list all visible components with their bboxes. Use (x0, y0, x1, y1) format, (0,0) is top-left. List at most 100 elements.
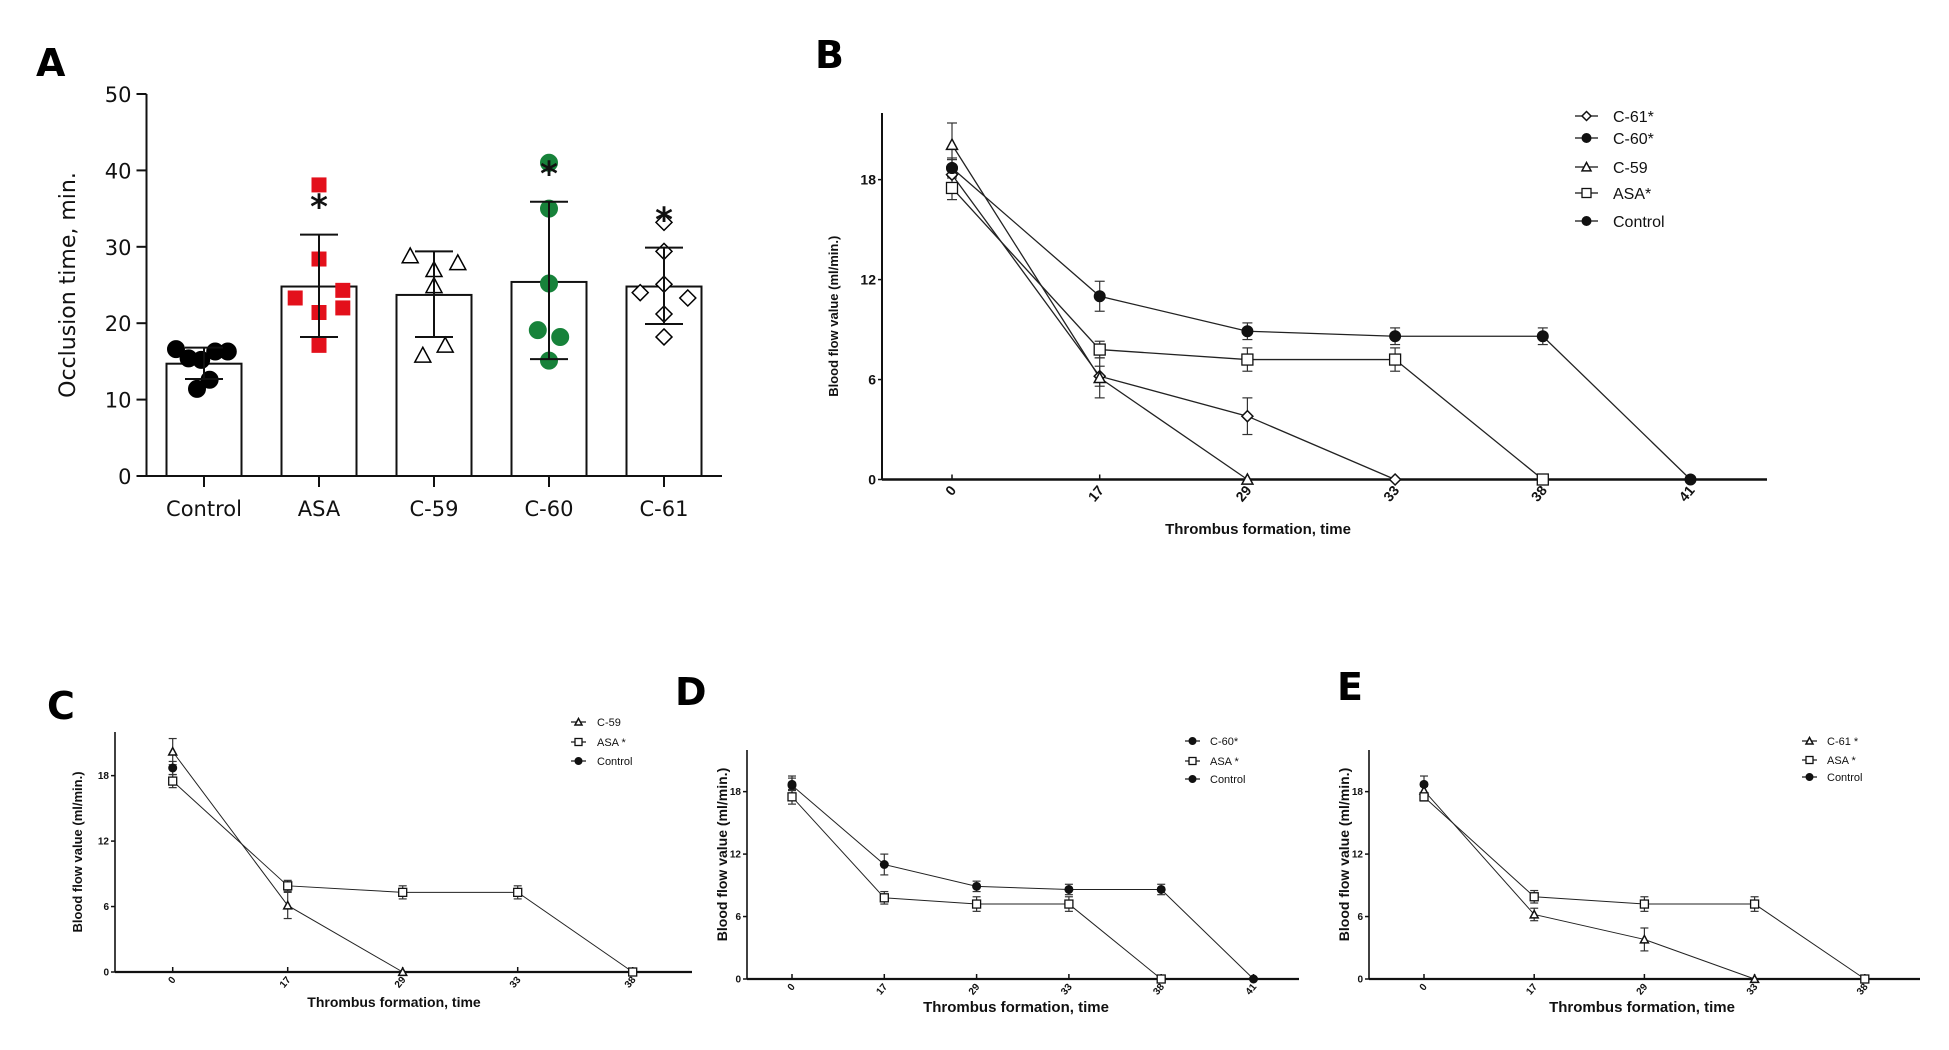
x-axis-title: Thrombus formation, time (923, 999, 1109, 1016)
series-asa (168, 773, 633, 973)
legend-item: C-60* (1575, 131, 1654, 148)
y-tick-label: 18 (1352, 787, 1364, 798)
series-line (1423, 796, 1866, 980)
y-tick-label: 6 (103, 902, 109, 913)
y-axis-title: Blood flow value (ml/min.) (70, 771, 85, 932)
legend-marker-icon (573, 716, 584, 726)
data-point (1093, 290, 1106, 303)
legend-marker-icon (1581, 187, 1592, 199)
legend-marker-icon (1581, 133, 1592, 143)
data-point (1064, 899, 1074, 909)
legend-item: ASA * (1802, 755, 1856, 767)
series-c61 (1420, 785, 1755, 980)
legend-label: C-61 * (1827, 736, 1859, 748)
data-point (879, 860, 889, 869)
data-point (1249, 974, 1258, 984)
x-axis-title: Thrombus formation, time (1549, 999, 1735, 1016)
x-tick-label: 17 (1085, 482, 1107, 504)
x-tick-label: 33 (1745, 982, 1761, 998)
data-point (1093, 343, 1106, 356)
series-line (1423, 790, 1755, 980)
data-point (1092, 370, 1107, 384)
x-tick-label: 38 (1855, 982, 1871, 998)
data-point (654, 327, 674, 347)
x-tick-label: 33 (508, 975, 524, 991)
panel-d-line-chart: 0 6 12 18 0 17 29 33 38 41 Thrombus formation, tim… (714, 736, 1299, 1016)
data-point (413, 345, 433, 363)
data-point (400, 246, 420, 264)
legend-label: Control (1827, 772, 1862, 784)
data-point (335, 282, 351, 298)
legend-item: C-60* (1185, 736, 1239, 748)
y-tick-label: 6 (1357, 912, 1363, 923)
data-point (1241, 325, 1254, 338)
legend-item: C-61* (1575, 109, 1654, 126)
y-tick-label: 0 (118, 465, 131, 489)
data-point (1156, 974, 1166, 984)
data-point (945, 137, 959, 151)
legend-marker-icon (1188, 775, 1197, 783)
series-c61 (951, 174, 1396, 481)
data-point (654, 213, 674, 232)
data-point (1388, 353, 1402, 366)
data-point (1536, 330, 1549, 343)
data-point (1156, 884, 1166, 894)
panel-e-line-chart: 0 6 12 18 0 17 29 33 38 Thrombus formation, time B… (1336, 735, 1920, 1016)
legend-label: C-60* (1210, 736, 1239, 748)
legend-marker-icon (1188, 756, 1197, 766)
legend-item: Control (571, 756, 632, 768)
x-tick-label: 33 (1380, 482, 1402, 504)
x-tick-label: 17 (278, 975, 294, 991)
data-point (435, 335, 455, 353)
panel-letter-e: E (1337, 665, 1363, 709)
data-point (167, 340, 185, 359)
x-tick-label: 17 (1524, 982, 1540, 998)
legend-label: Control (1613, 214, 1665, 231)
legend-label: ASA * (597, 737, 626, 749)
data-point (879, 893, 889, 903)
y-tick-label: 30 (105, 236, 132, 260)
x-axis-title: Thrombus formation, time (307, 994, 481, 1010)
legend-item: ASA * (1185, 756, 1239, 768)
series-line (951, 144, 1248, 481)
data-point (1388, 472, 1402, 487)
x-tick-label: 0 (166, 975, 178, 987)
legend-item: Control (1575, 214, 1665, 231)
legend-marker-icon (574, 757, 583, 765)
y-tick-label: 12 (1352, 850, 1364, 861)
data-point (1419, 792, 1429, 802)
y-tick-label: 0 (735, 975, 741, 986)
y-axis-title: Blood flow value (ml/min.) (826, 236, 841, 397)
y-tick-label: 18 (730, 787, 742, 798)
legend-label: Control (597, 756, 632, 768)
legend-marker-icon (1580, 110, 1593, 122)
y-tick-label: 10 (105, 389, 132, 413)
x-axis-title: Thrombus formation, time (1165, 521, 1351, 538)
y-tick-label: 50 (105, 83, 132, 107)
series-c60 (788, 775, 1254, 980)
legend-marker-icon (574, 737, 583, 747)
data-point (287, 290, 303, 306)
data-point (1860, 974, 1870, 984)
series-line (172, 751, 403, 973)
data-point (311, 177, 327, 193)
x-tick-label: C-59 (410, 497, 459, 521)
legend-item: C-59 (1575, 160, 1648, 177)
legend-label: ASA* (1613, 186, 1651, 203)
x-tick-label: 33 (1059, 982, 1075, 998)
legend-label: C-61* (1613, 109, 1654, 126)
series-line (951, 174, 1396, 481)
series-line (951, 167, 1691, 480)
data-point (282, 899, 293, 910)
data-point (167, 746, 178, 756)
data-point (513, 887, 523, 898)
legend: C-60* ASA * Control (1185, 736, 1245, 786)
significance-star: * (655, 201, 673, 241)
legend-label: C-60* (1613, 131, 1654, 148)
series-line (172, 780, 633, 973)
data-point (1536, 473, 1549, 486)
y-tick-label: 6 (735, 912, 741, 923)
panel-letter-d: D (675, 670, 707, 714)
data-point (398, 887, 408, 898)
